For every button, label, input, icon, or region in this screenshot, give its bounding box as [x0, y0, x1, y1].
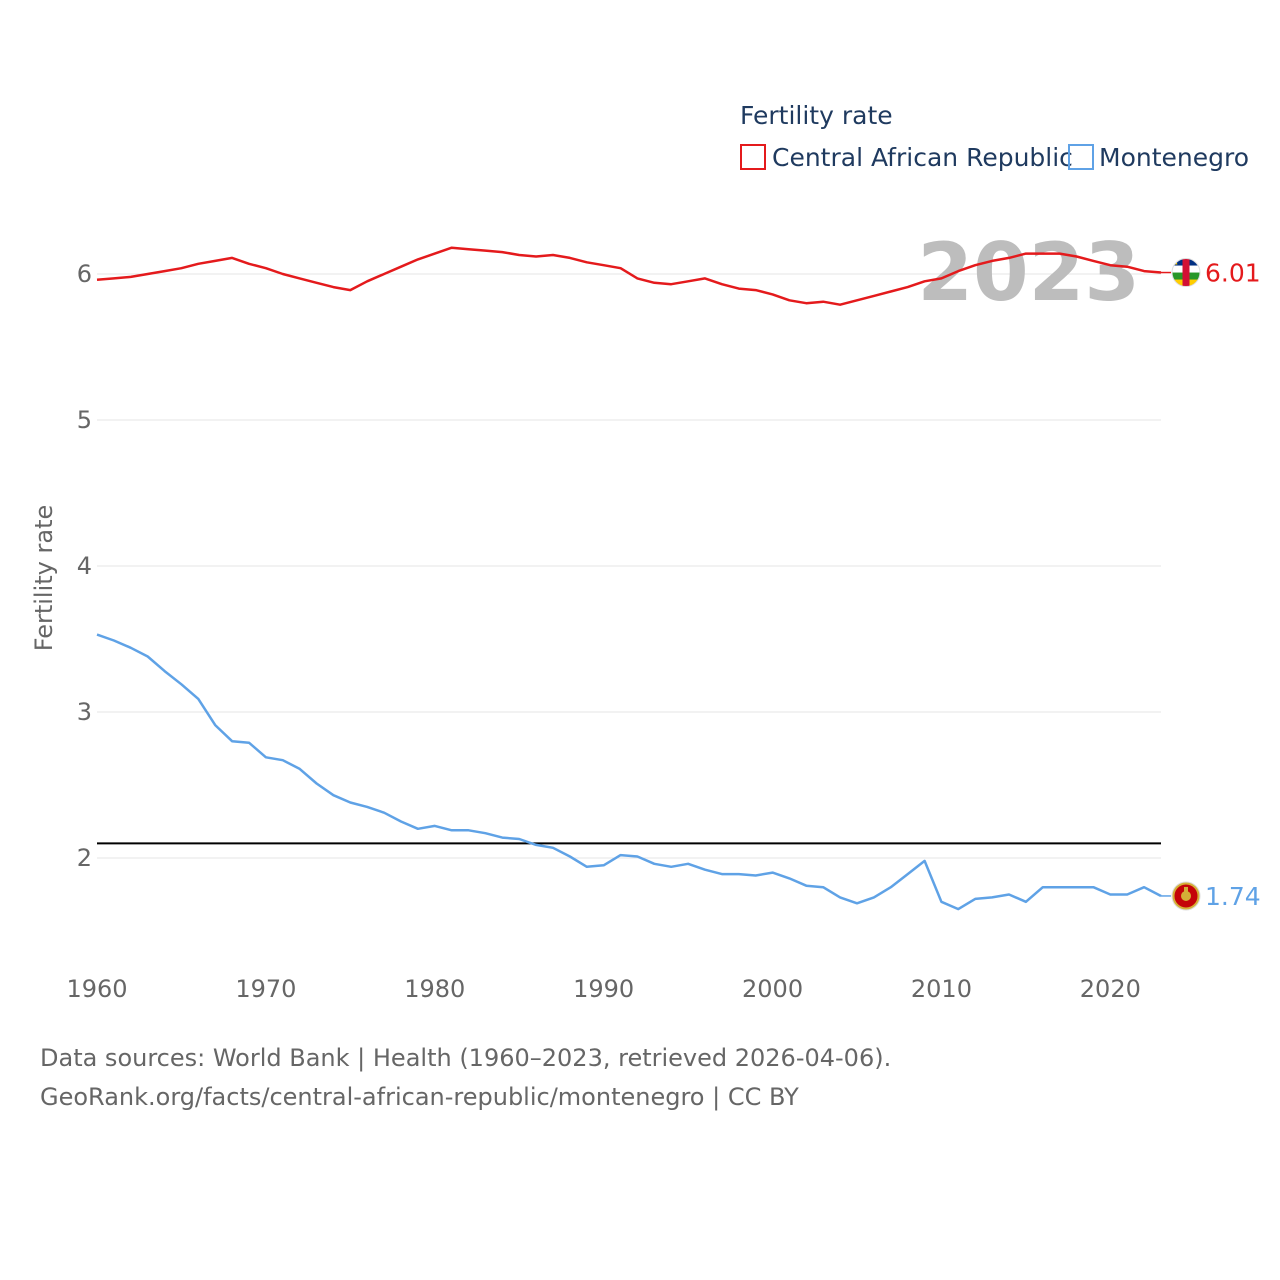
x-tick-label-1970: 1970 [235, 975, 296, 1003]
x-tick-label-1990: 1990 [573, 975, 634, 1003]
y-tick-label-5: 5 [77, 406, 92, 434]
legend-swatch-central-african-republic [740, 144, 766, 170]
series-line-montenegro[interactable] [96, 633, 1162, 911]
x-tick-label-1980: 1980 [404, 975, 465, 1003]
end-value-central-african-republic: 6.01 [1205, 259, 1261, 288]
grid-layer: 2 3 4 5 6 1960 1970 1980 1990 2000 2010 2020 [66, 260, 1161, 1003]
year-watermark: 2023 [917, 226, 1140, 319]
x-tick-label-1960: 1960 [66, 975, 127, 1003]
end-value-montenegro: 1.74 [1205, 882, 1261, 911]
series-line-central-african-republic[interactable] [96, 246, 1162, 306]
legend-label-central-african-republic: Central African Republic [772, 143, 1073, 172]
source-line-1: Data sources: World Bank | Health (1960–… [40, 1044, 892, 1072]
series-layer [96, 246, 1162, 911]
x-tick-label-2020: 2020 [1080, 975, 1141, 1003]
x-tick-label-2000: 2000 [742, 975, 803, 1003]
legend: Fertility rate Central African Republic … [740, 101, 1249, 172]
legend-title: Fertility rate [740, 101, 893, 130]
y-tick-label-3: 3 [77, 698, 92, 726]
y-axis-title: Fertility rate [30, 505, 58, 652]
y-tick-label-4: 4 [77, 552, 92, 580]
legend-label-montenegro: Montenegro [1099, 143, 1249, 172]
legend-item-central-african-republic[interactable]: Central African Republic [740, 143, 1073, 172]
montenegro-flag-icon [1171, 881, 1201, 911]
legend-item-montenegro[interactable]: Montenegro [1068, 143, 1249, 172]
end-marker-layer: 6.01 1.74 [1161, 258, 1261, 911]
legend-swatch-montenegro [1068, 144, 1094, 170]
central-african-republic-flag-icon [1171, 258, 1201, 288]
y-tick-label-6: 6 [77, 260, 92, 288]
x-tick-label-2010: 2010 [911, 975, 972, 1003]
source-line-2[interactable]: GeoRank.org/facts/central-african-republ… [40, 1083, 799, 1111]
y-tick-label-2: 2 [77, 844, 92, 872]
